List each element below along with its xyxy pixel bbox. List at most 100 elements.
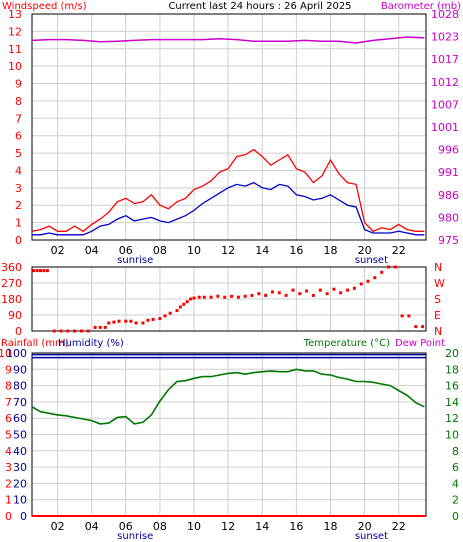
windspeed-tick-label: 3 <box>15 182 22 195</box>
direction-point <box>421 325 425 329</box>
barometer-tick-label: 1001 <box>431 121 459 134</box>
direction-point <box>185 300 189 304</box>
direction-degree-label: 0 <box>15 325 22 338</box>
temperature-tick-label: 10 <box>445 429 459 442</box>
windspeed-tick-label: 0 <box>15 234 22 247</box>
wind-xtick-label: 14 <box>255 244 269 257</box>
rainfall-tick-label: 3 <box>5 461 12 474</box>
direction-compass-label: S <box>434 293 441 306</box>
direction-point <box>325 292 329 296</box>
barometer-tick-label: 996 <box>438 144 459 157</box>
wind-xtick-label: 10 <box>187 244 201 257</box>
wind-xtick-label: 20 <box>358 244 372 257</box>
temp-xtick-label: 20 <box>358 520 372 533</box>
barometer-tick-label: 991 <box>438 166 459 179</box>
barometer-tick-label: 1023 <box>431 31 459 44</box>
direction-point <box>52 329 56 333</box>
windspeed-tick-label: 7 <box>15 112 22 125</box>
direction-point <box>311 293 315 297</box>
barometer-tick-label: 1007 <box>431 98 459 111</box>
wind-sunset-label: sunset <box>355 255 388 266</box>
barometer-tick-label: 1012 <box>431 76 459 89</box>
humidity-tick-label: 80 <box>13 380 27 393</box>
direction-point <box>103 325 107 329</box>
direction-point <box>298 292 302 296</box>
wind-xtick-label: 16 <box>289 244 303 257</box>
direction-point <box>73 329 77 333</box>
temp-xtick-label: 08 <box>153 520 167 533</box>
temp-xtick-label: 12 <box>221 520 235 533</box>
direction-point <box>359 282 363 286</box>
humidity-tick-label: 40 <box>13 445 27 458</box>
direction-degree-label: 180 <box>1 293 22 306</box>
wind-xtick-label: 06 <box>119 244 133 257</box>
direction-point <box>373 276 377 280</box>
direction-point <box>98 325 102 329</box>
direction-point <box>168 311 172 315</box>
barometer-line <box>31 36 425 44</box>
direction-point <box>192 296 196 300</box>
temp-sunrise-label: sunrise <box>117 531 153 542</box>
temperature-tick-label: 14 <box>445 396 459 409</box>
humidity-axis-title: Humidity (%) <box>58 338 124 349</box>
direction-point <box>117 319 121 323</box>
windspeed-tick-label: 12 <box>8 25 22 38</box>
wind-xtick-label: 22 <box>392 244 406 257</box>
direction-point <box>277 291 281 295</box>
direction-point <box>346 288 349 292</box>
dew-point-axis-title: Dew Point <box>395 338 445 349</box>
direction-point <box>35 269 39 273</box>
direction-point <box>59 329 63 333</box>
direction-point <box>387 265 390 269</box>
temperature-line <box>31 368 425 425</box>
wind-xtick-label: 04 <box>85 244 99 257</box>
humidity-tick-label: 60 <box>13 412 27 425</box>
direction-point <box>400 314 404 318</box>
direction-point <box>112 320 116 324</box>
windspeed-tick-label: 1 <box>15 217 22 230</box>
rainfall-tick-label: 6 <box>5 412 12 425</box>
direction-point <box>209 295 213 299</box>
windspeed-tick-label: 9 <box>15 78 22 91</box>
direction-degree-label: 360 <box>1 261 22 274</box>
rainfall-axis-title: Rainfall (mm) <box>1 338 69 349</box>
temp-sunset-label: sunset <box>355 531 388 542</box>
rainfall-tick-label: 0 <box>5 510 12 523</box>
temperature-tick-label: 20 <box>445 347 459 360</box>
direction-point <box>230 294 234 298</box>
humidity-tick-label: 50 <box>13 429 27 442</box>
temp-xtick-label: 04 <box>85 520 99 533</box>
direction-point <box>414 325 418 329</box>
direction-point <box>45 269 49 273</box>
wind-xtick-label: 02 <box>51 244 65 257</box>
direction-point <box>243 294 247 298</box>
direction-compass-label: W <box>434 277 445 290</box>
direction-point <box>264 293 268 297</box>
temperature-tick-label: 8 <box>452 445 459 458</box>
direction-point <box>271 290 274 294</box>
chart-title: Current last 24 hours : 26 April 2025 <box>168 1 351 12</box>
direction-point <box>124 319 128 323</box>
direction-point <box>66 329 70 333</box>
windspeed-tick-label: 13 <box>8 8 22 21</box>
direction-point <box>39 269 42 273</box>
temperature-tick-label: 4 <box>452 477 459 490</box>
temp-xtick-label: 18 <box>323 520 337 533</box>
rainfall-tick-label: 9 <box>5 363 12 376</box>
direction-point <box>352 286 356 290</box>
rainfall-tick-label: 8 <box>5 380 12 393</box>
temp-xtick-label: 10 <box>187 520 201 533</box>
direction-point <box>223 295 227 299</box>
windspeed-tick-label: 10 <box>8 60 22 73</box>
temperature-tick-label: 6 <box>452 461 459 474</box>
direction-point <box>366 279 370 283</box>
humidity-tick-label: 10 <box>13 494 27 507</box>
windspeed-tick-label: 4 <box>15 164 22 177</box>
wind-xtick-label: 18 <box>323 244 337 257</box>
temp-xtick-label: 16 <box>289 520 303 533</box>
wind-plot-frame <box>31 13 427 241</box>
barometer-axis-title: Barometer (mb) <box>381 1 461 12</box>
direction-point <box>146 318 150 322</box>
temp-xtick-label: 06 <box>119 520 133 533</box>
direction-compass-label: N <box>434 261 442 274</box>
